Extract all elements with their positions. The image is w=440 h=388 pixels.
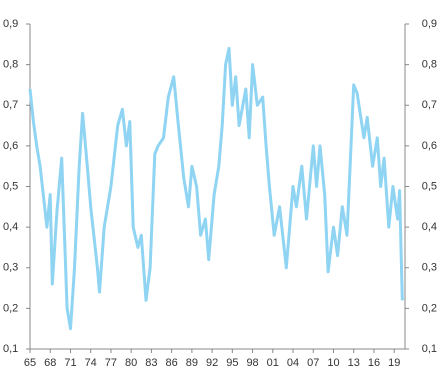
y-tick-label: 0,2 <box>3 302 18 314</box>
x-tick-label: 86 <box>166 357 178 369</box>
x-tick-label: 13 <box>348 357 360 369</box>
y2-tick-label: 0,5 <box>422 180 437 192</box>
y2-tick-label: 0,2 <box>422 302 437 314</box>
y-tick-label: 0,7 <box>3 99 18 111</box>
x-tick-label: 98 <box>246 357 258 369</box>
x-tick-label: 04 <box>287 357 299 369</box>
x-tick-label: 80 <box>125 357 137 369</box>
x-tick-label: 65 <box>24 357 36 369</box>
x-tick-label: 89 <box>186 357 198 369</box>
y-tick-label: 0,6 <box>3 140 18 152</box>
y2-tick-label: 0,7 <box>422 99 437 111</box>
x-tick-label: 92 <box>206 357 218 369</box>
y2-tick-label: 0,8 <box>422 59 437 71</box>
y2-tick-label: 0,9 <box>422 18 437 30</box>
y-tick-label: 0,3 <box>3 262 18 274</box>
line-series <box>28 46 404 331</box>
y2-tick-label: 0,4 <box>422 221 437 233</box>
x-tick-label: 68 <box>44 357 56 369</box>
x-tick-label: 74 <box>85 357 97 369</box>
y-tick-label: 0,1 <box>3 343 18 355</box>
x-tick-label: 83 <box>145 357 157 369</box>
y2-tick-label: 0,6 <box>422 140 437 152</box>
y-tick-label: 0,5 <box>3 180 18 192</box>
x-tick-label: 10 <box>327 357 339 369</box>
y2-tick-label: 0,1 <box>422 343 437 355</box>
x-tick-label: 77 <box>105 357 117 369</box>
y2-tick-label: 0,3 <box>422 262 437 274</box>
x-tick-label: 19 <box>388 357 400 369</box>
x-tick-label: 95 <box>226 357 238 369</box>
x-tick-label: 71 <box>64 357 76 369</box>
x-tick-label: 16 <box>368 357 380 369</box>
x-tick-label: 01 <box>267 357 279 369</box>
y-tick-label: 0,4 <box>3 221 18 233</box>
x-tick-label: 07 <box>307 357 319 369</box>
y-tick-label: 0,8 <box>3 59 18 71</box>
y-tick-label: 0,9 <box>3 18 18 30</box>
